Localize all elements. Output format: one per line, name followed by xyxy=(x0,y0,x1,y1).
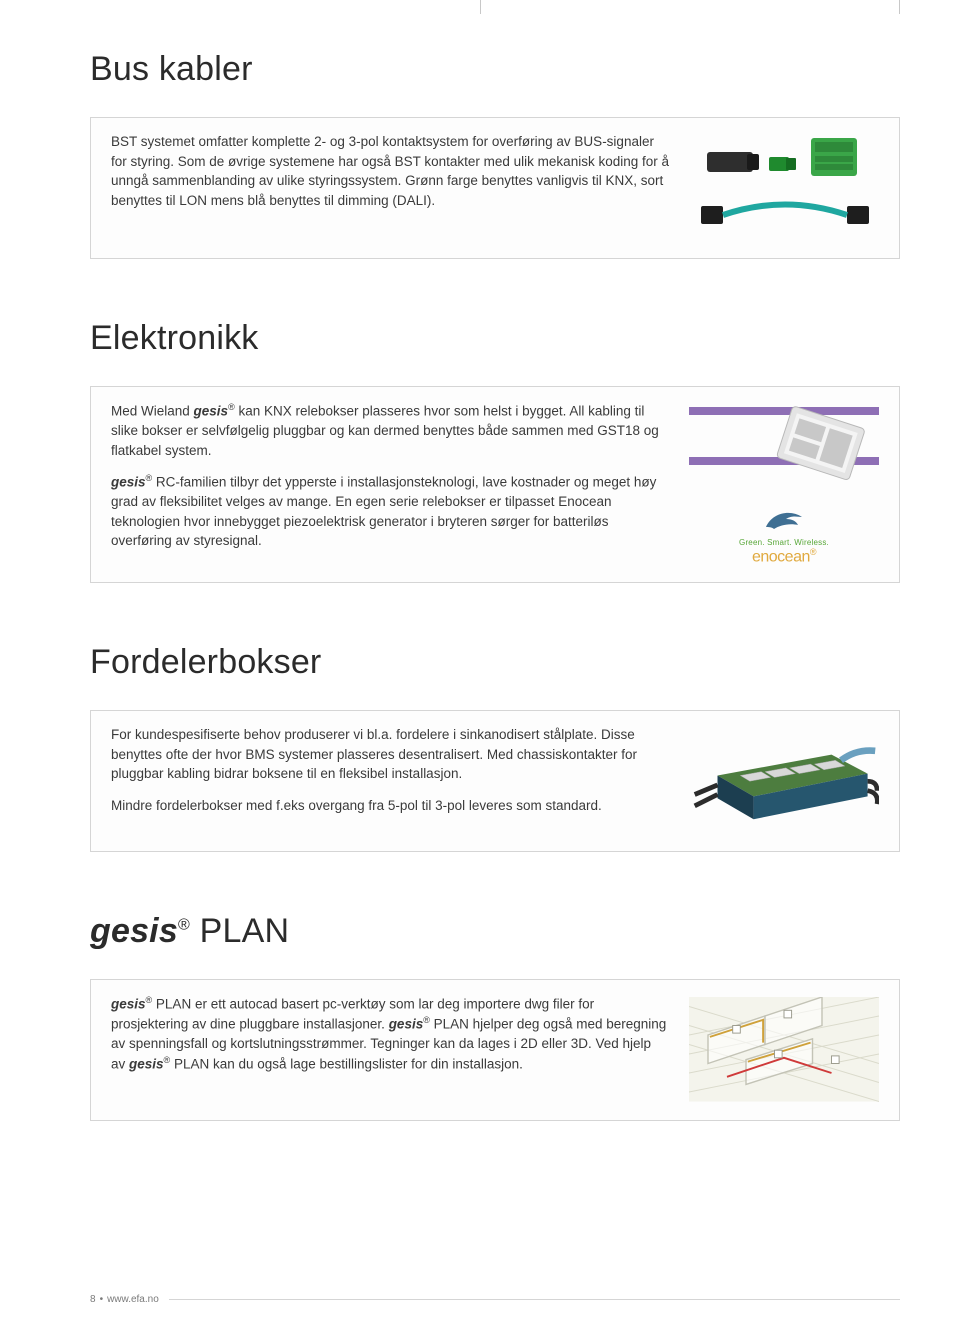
crop-marks xyxy=(0,0,960,18)
section-bus-kabler: Bus kabler BST systemet omfatter komplet… xyxy=(90,50,900,259)
section-elektronikk: Elektronikk Med Wieland gesis® kan KNX r… xyxy=(90,319,900,583)
section-title: gesis® PLAN xyxy=(90,912,900,951)
footer: 8 • www.efa.no xyxy=(90,1294,900,1305)
card: gesis® PLAN er ett autocad basert pc-ver… xyxy=(90,979,900,1121)
card-image-distribution-box xyxy=(689,725,879,835)
distribution-box-icon xyxy=(689,728,879,833)
enocean-brand: enocean® xyxy=(739,547,829,566)
section-fordelerbokser: Fordelerbokser For kundespesifiserte beh… xyxy=(90,643,900,852)
paragraph: gesis® PLAN er ett autocad basert pc-ver… xyxy=(111,994,669,1074)
card: Med Wieland gesis® kan KNX relebokser pl… xyxy=(90,386,900,583)
section-gesis-plan: gesis® PLAN gesis® PLAN er ett autocad b… xyxy=(90,912,900,1121)
knx-relay-icon xyxy=(689,401,879,501)
page: Bus kabler BST systemet omfatter komplet… xyxy=(0,0,960,1329)
cad-plan-icon xyxy=(689,997,879,1102)
enocean-logo-block: Green. Smart. Wireless. enocean® xyxy=(739,507,829,566)
section-title: Bus kabler xyxy=(90,50,900,89)
footer-separator: • xyxy=(100,1294,104,1305)
footer-url: www.efa.no xyxy=(107,1294,159,1305)
footer-rule xyxy=(169,1299,900,1300)
card-text: Med Wieland gesis® kan KNX relebokser pl… xyxy=(111,401,669,551)
card-text: gesis® PLAN er ett autocad basert pc-ver… xyxy=(111,994,669,1074)
bus-connectors-icon xyxy=(689,132,879,242)
paragraph: Med Wieland gesis® kan KNX relebokser pl… xyxy=(111,401,669,460)
card: BST systemet omfatter komplette 2- og 3-… xyxy=(90,117,900,259)
card-text: BST systemet omfatter komplette 2- og 3-… xyxy=(111,132,669,210)
paragraph: BST systemet omfatter komplette 2- og 3-… xyxy=(111,132,669,210)
paragraph: Mindre fordelerbokser med f.eks overgang… xyxy=(111,796,669,816)
card-image-enocean: Green. Smart. Wireless. enocean® xyxy=(689,401,879,566)
card-image-bus-connectors xyxy=(689,132,879,242)
dolphin-icon xyxy=(762,507,806,533)
enocean-tagline: Green. Smart. Wireless. xyxy=(739,538,829,547)
card: For kundespesifiserte behov produserer v… xyxy=(90,710,900,852)
paragraph: gesis® RC-familien tilbyr det ypperste i… xyxy=(111,472,669,551)
section-title: Fordelerbokser xyxy=(90,643,900,682)
page-number: 8 xyxy=(90,1294,96,1305)
card-text: For kundespesifiserte behov produserer v… xyxy=(111,725,669,815)
card-image-cad-plan xyxy=(689,994,879,1104)
section-title: Elektronikk xyxy=(90,319,900,358)
paragraph: For kundespesifiserte behov produserer v… xyxy=(111,725,669,784)
